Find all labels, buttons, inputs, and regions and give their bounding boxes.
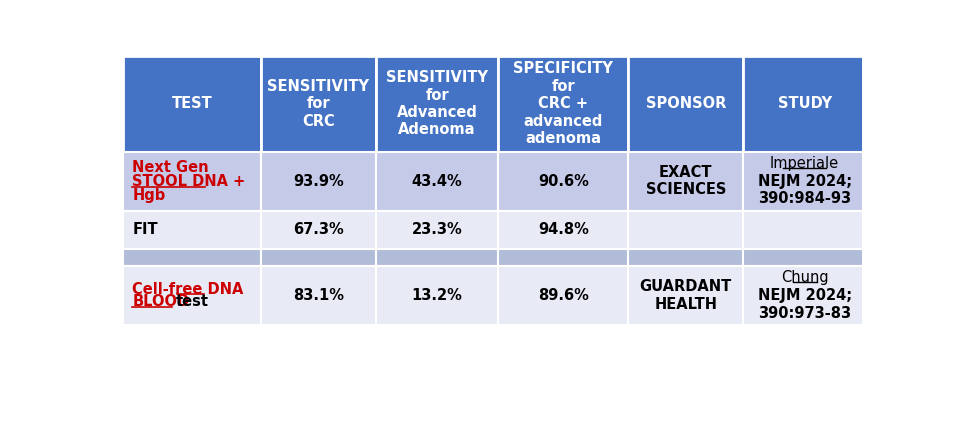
- Text: TEST: TEST: [171, 96, 213, 111]
- Bar: [628, 152, 743, 211]
- Text: 23.3%: 23.3%: [412, 222, 463, 237]
- Bar: [124, 266, 261, 325]
- Text: STOOL DNA +: STOOL DNA +: [132, 173, 245, 189]
- Text: STUDY: STUDY: [778, 96, 832, 111]
- Text: 13.2%: 13.2%: [412, 288, 463, 303]
- Bar: [376, 56, 498, 152]
- Text: SPONSOR: SPONSOR: [646, 96, 726, 111]
- Text: 93.9%: 93.9%: [293, 173, 344, 189]
- Bar: [261, 56, 376, 152]
- Bar: [376, 266, 498, 325]
- Bar: [261, 249, 376, 266]
- Text: EXACT
SCIENCES: EXACT SCIENCES: [646, 165, 726, 198]
- Text: 390:973-83: 390:973-83: [758, 306, 852, 321]
- Bar: [743, 211, 866, 249]
- Text: Hgb: Hgb: [132, 188, 166, 203]
- Bar: [124, 211, 261, 249]
- Bar: [743, 56, 866, 152]
- Text: Next Gen: Next Gen: [132, 160, 209, 174]
- Bar: [124, 249, 261, 266]
- Bar: [743, 266, 866, 325]
- Bar: [628, 211, 743, 249]
- Text: GUARDANT
HEALTH: GUARDANT HEALTH: [640, 279, 732, 312]
- Bar: [743, 152, 866, 211]
- Text: 43.4%: 43.4%: [412, 173, 463, 189]
- Text: Imperiale: Imperiale: [770, 156, 839, 171]
- Bar: [124, 152, 261, 211]
- Bar: [628, 266, 743, 325]
- Text: 83.1%: 83.1%: [293, 288, 344, 303]
- Text: SPECIFICITY
for
CRC +
advanced
adenoma: SPECIFICITY for CRC + advanced adenoma: [513, 62, 613, 146]
- Text: 390:984-93: 390:984-93: [758, 191, 852, 207]
- Bar: [261, 266, 376, 325]
- Bar: [743, 249, 866, 266]
- Text: NEJM 2024;: NEJM 2024;: [758, 288, 852, 303]
- Bar: [124, 56, 261, 152]
- Bar: [628, 56, 743, 152]
- Text: Cell-free DNA: Cell-free DNA: [132, 282, 243, 297]
- Text: FIT: FIT: [132, 222, 158, 237]
- Bar: [498, 266, 628, 325]
- Text: BLOOD: BLOOD: [132, 295, 190, 309]
- Bar: [498, 211, 628, 249]
- Bar: [261, 211, 376, 249]
- Bar: [376, 211, 498, 249]
- Bar: [498, 249, 628, 266]
- Bar: [261, 152, 376, 211]
- Bar: [628, 249, 743, 266]
- Text: SENSITIVITY
for
CRC: SENSITIVITY for CRC: [267, 79, 370, 128]
- Text: SENSITIVITY
for
Advanced
Adenoma: SENSITIVITY for Advanced Adenoma: [386, 70, 489, 137]
- Text: 67.3%: 67.3%: [293, 222, 344, 237]
- Text: test: test: [175, 295, 209, 309]
- Bar: [376, 152, 498, 211]
- Text: 94.8%: 94.8%: [538, 222, 589, 237]
- Text: 89.6%: 89.6%: [538, 288, 589, 303]
- Text: 90.6%: 90.6%: [538, 173, 589, 189]
- Bar: [498, 152, 628, 211]
- Text: Chung: Chung: [781, 270, 829, 285]
- Bar: [498, 56, 628, 152]
- Text: NEJM 2024;: NEJM 2024;: [758, 173, 852, 189]
- Bar: [376, 249, 498, 266]
